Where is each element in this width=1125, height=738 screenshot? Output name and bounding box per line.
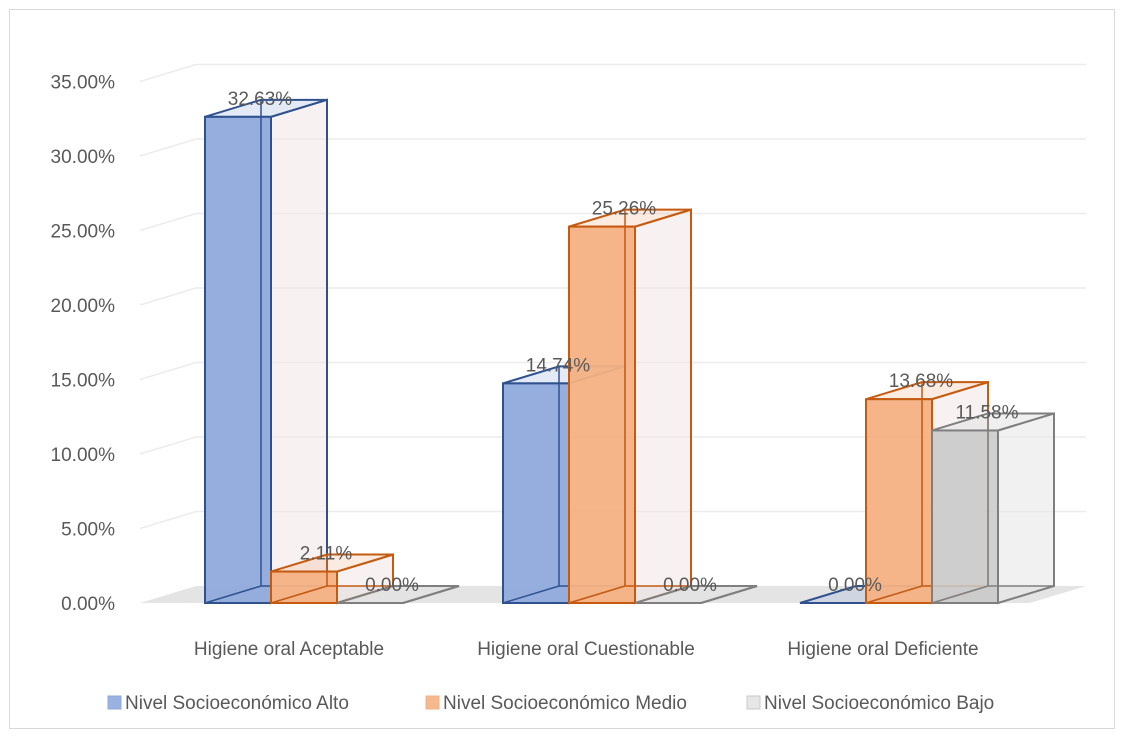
bar-front-face xyxy=(270,570,338,604)
y-tick-label: 10.00% xyxy=(51,445,116,466)
data-label: 0.00% xyxy=(828,575,882,596)
y-tick-label: 5.00% xyxy=(61,520,115,541)
y-tick-label: 35.00% xyxy=(51,73,116,94)
bar-front-face xyxy=(204,115,272,605)
gridline xyxy=(139,138,1086,157)
y-tick-label: 30.00% xyxy=(51,147,116,168)
bar-medio xyxy=(568,208,692,605)
data-label: 25.26% xyxy=(592,199,657,220)
bar-side-face xyxy=(997,412,1055,605)
legend: Nivel Socioeconómico Alto Nivel Socioecon… xyxy=(107,693,994,714)
bar-side-face xyxy=(270,98,328,605)
y-tick-label: 15.00% xyxy=(51,371,116,392)
legend-swatch xyxy=(746,695,761,710)
data-label: 11.58% xyxy=(955,402,1018,423)
bar-bajo xyxy=(634,585,758,604)
category-label: Higiene oral Aceptable xyxy=(194,639,384,660)
bar-medio xyxy=(270,553,394,605)
bar-front-face xyxy=(931,429,999,605)
category-label: Higiene oral Cuestionable xyxy=(477,639,695,660)
gridline xyxy=(139,212,1086,232)
gridline xyxy=(139,361,1086,381)
data-label: 0.00% xyxy=(663,575,717,596)
gridlines xyxy=(139,63,1086,530)
gridline xyxy=(139,436,1086,455)
category-label: Higiene oral Deficiente xyxy=(787,639,978,660)
y-axis-ticks: 0.00% 5.00% 10.00% 15.00% 20.00% 25.00% 30.00%… xyxy=(51,73,116,616)
legend-label: Nivel Socioeconómico Alto xyxy=(125,693,349,714)
data-label: 32.63% xyxy=(228,89,293,110)
legend-label: Nivel Socioeconómico Bajo xyxy=(764,693,994,714)
bar-side-face xyxy=(634,208,692,605)
y-tick-label: 0.00% xyxy=(61,594,115,615)
data-label: 14.74% xyxy=(526,355,591,376)
bar-back-edge xyxy=(568,585,691,604)
x-axis-categories: Higiene oral Aceptable Higiene oral Cuest… xyxy=(194,639,979,660)
bars xyxy=(204,98,1055,605)
y-tick-label: 25.00% xyxy=(51,222,116,243)
data-labels: 32.63% 2.11% 0.00% 14.74% 25.26% 0.00% 0.00% 13… xyxy=(228,89,1019,596)
legend-swatch xyxy=(107,695,122,710)
bar-bajo xyxy=(336,585,460,604)
legend-swatch xyxy=(425,695,440,710)
gridline xyxy=(139,63,1086,83)
chart-frame xyxy=(9,9,1115,729)
y-tick-label: 20.00% xyxy=(51,296,116,317)
data-label: 13.68% xyxy=(889,371,954,392)
bar-front-face xyxy=(568,225,636,604)
bar-back-edge xyxy=(270,585,393,604)
bar-alto xyxy=(204,98,328,605)
gridline xyxy=(139,510,1086,530)
bar-bajo xyxy=(931,412,1055,605)
data-label: 0.00% xyxy=(365,575,419,596)
bar-back-edge xyxy=(931,585,1054,604)
data-label: 2.11% xyxy=(300,544,353,565)
gridline xyxy=(139,287,1086,306)
legend-label: Nivel Socioeconómico Medio xyxy=(443,693,687,714)
